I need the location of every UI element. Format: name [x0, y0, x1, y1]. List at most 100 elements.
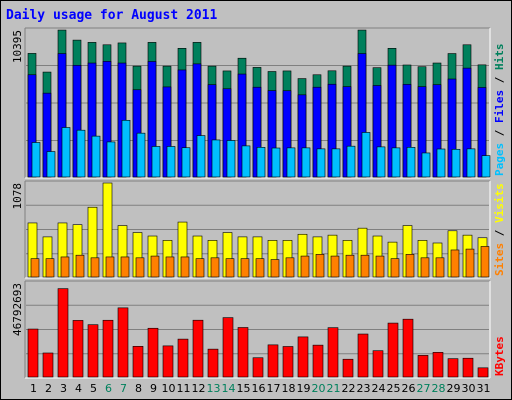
- kbytes-bar: [417, 355, 429, 378]
- kbytes-bar: [162, 345, 174, 378]
- pages-bar: [286, 147, 296, 178]
- day-label: 3: [60, 382, 67, 395]
- pages-bar: [391, 147, 401, 178]
- kbytes-bar: [87, 324, 99, 378]
- pages-bar: [136, 132, 146, 178]
- sites-bar: [360, 254, 370, 278]
- pages-bar: [76, 129, 86, 178]
- sites-bar: [450, 249, 460, 278]
- kbytes-bar: [342, 358, 354, 378]
- pages-bar: [241, 145, 251, 178]
- sites-bar: [165, 256, 175, 278]
- pages-bar: [226, 140, 236, 178]
- pages-bar: [421, 152, 431, 178]
- sites-bar: [480, 246, 490, 278]
- kbytes-bar: [27, 328, 39, 378]
- sites-bar: [210, 257, 220, 278]
- kbytes-bar: [357, 333, 369, 378]
- day-label: 30: [462, 382, 476, 395]
- sites-bar: [105, 256, 115, 278]
- day-label: 27: [417, 382, 431, 395]
- sites-bar: [345, 254, 355, 278]
- sites-bar: [195, 258, 205, 278]
- pages-bar: [46, 151, 56, 178]
- sites-bar: [330, 255, 340, 278]
- legend-hits: Hits: [493, 44, 506, 71]
- sites-bar: [225, 258, 235, 278]
- kbytes-bar: [222, 317, 234, 378]
- day-label: 22: [342, 382, 356, 395]
- day-label: 8: [135, 382, 142, 395]
- day-label: 21: [327, 382, 341, 395]
- axis-max-label: 1078: [11, 183, 24, 210]
- pages-bar: [346, 145, 356, 178]
- kbytes-bar: [462, 357, 474, 378]
- kbytes-bar: [447, 358, 459, 378]
- day-label: 18: [282, 382, 296, 395]
- sites-bar: [375, 255, 385, 278]
- kbytes-bar: [177, 338, 189, 378]
- pages-bar: [181, 147, 191, 178]
- pages-bar: [436, 148, 446, 178]
- pages-bar: [166, 146, 176, 178]
- legend-files: Files: [493, 90, 506, 123]
- pages-bar: [121, 119, 131, 178]
- sites-bar: [390, 258, 400, 278]
- legend-separator: /: [493, 70, 506, 90]
- day-label: 15: [237, 382, 251, 395]
- legend-sites: Sites: [493, 243, 506, 276]
- legend-visits: Visits: [493, 183, 506, 223]
- sites-bar: [435, 257, 445, 278]
- sites-bar: [285, 257, 295, 278]
- kbytes-bar: [57, 288, 69, 378]
- kbytes-bar: [102, 319, 114, 378]
- legend-separator: /: [493, 123, 506, 143]
- sites-bar: [300, 255, 310, 278]
- day-label: 5: [90, 382, 97, 395]
- day-label: 26: [402, 382, 416, 395]
- kbytes-bar: [372, 350, 384, 378]
- kbytes-bar: [42, 352, 54, 378]
- sites-bar: [90, 257, 100, 278]
- pages-bar: [151, 146, 161, 178]
- kbytes-bar: [477, 367, 489, 378]
- sites-bar: [240, 258, 250, 278]
- kbytes-bar: [312, 344, 324, 378]
- axis-max-label: 10395: [11, 30, 24, 63]
- day-label: 25: [387, 382, 401, 395]
- pages-bar: [106, 141, 116, 178]
- pages-bar: [61, 127, 71, 178]
- pages-bar: [316, 148, 326, 178]
- pages-bar: [451, 148, 461, 178]
- kbytes-bar: [432, 352, 444, 378]
- day-label: 19: [297, 382, 311, 395]
- legend-2: KBytes: [493, 336, 506, 376]
- legend-separator: /: [493, 223, 506, 243]
- kbytes-bar: [72, 320, 84, 378]
- pages-bar: [406, 147, 416, 178]
- pages-bar: [31, 142, 41, 178]
- day-label: 20: [312, 382, 326, 395]
- sites-bar: [315, 254, 325, 278]
- pages-bar: [466, 148, 476, 178]
- day-label: 24: [372, 382, 386, 395]
- day-label: 14: [222, 382, 236, 395]
- kbytes-bar: [117, 307, 129, 378]
- chart-title: Daily usage for August 2011: [6, 8, 218, 23]
- sites-bar: [30, 258, 40, 278]
- kbytes-bar: [252, 357, 264, 378]
- day-label: 4: [75, 382, 82, 395]
- sites-bar: [135, 257, 145, 278]
- day-label: 9: [150, 382, 157, 395]
- kbytes-bar: [282, 346, 294, 378]
- axis-max-label: 46792693: [11, 283, 24, 336]
- kbytes-bar: [402, 318, 414, 378]
- day-label: 10: [162, 382, 176, 395]
- pages-bar: [301, 147, 311, 178]
- day-label: 13: [207, 382, 221, 395]
- kbytes-bar: [132, 346, 144, 378]
- day-label: 29: [447, 382, 461, 395]
- day-label: 31: [477, 382, 491, 395]
- kbytes-bar: [267, 344, 279, 378]
